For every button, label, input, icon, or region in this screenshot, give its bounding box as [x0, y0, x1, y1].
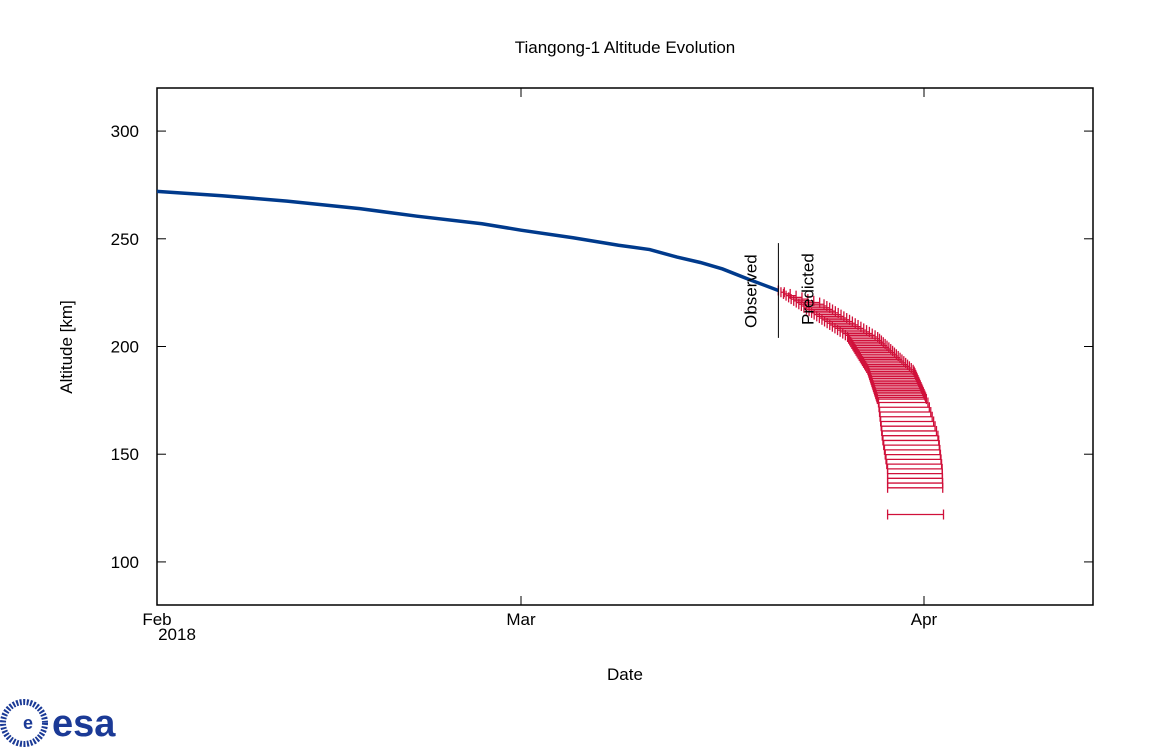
plot-frame: [156, 87, 1094, 606]
svg-text:esa: esa: [52, 703, 116, 745]
predicted-error-bar: [886, 463, 943, 474]
predicted-error-bar: [878, 402, 930, 413]
predicted-error-bar: [881, 425, 938, 436]
x-axis-label: Date: [607, 665, 643, 684]
y-tick-label: 300: [111, 122, 139, 141]
predicted-error-bar: [886, 459, 943, 470]
y-axis-label: Altitude [km]: [57, 300, 76, 394]
predicted-error-bar: [885, 454, 942, 465]
x-tick-label: Mar: [506, 610, 536, 629]
x-tick-label: Apr: [911, 610, 938, 629]
predicted-error-bar: [886, 482, 944, 493]
observed-series-line: [156, 189, 780, 293]
chart-title: Tiangong-1 Altitude Evolution: [515, 38, 736, 57]
predicted-error-bar: [886, 478, 944, 489]
predicted-error-bar: [883, 440, 940, 451]
y-ticks: 100 150 200 250 300: [111, 122, 1093, 572]
predicted-error-bar: [886, 473, 944, 484]
predicted-error-bar: [880, 421, 936, 432]
predicted-error-bar: [882, 435, 940, 446]
observed-label: Observed: [741, 254, 760, 328]
svg-text:e: e: [23, 713, 33, 733]
predicted-error-bar: [886, 468, 943, 479]
predicted-error-bar: [879, 416, 935, 427]
predicted-error-bar: [884, 449, 942, 460]
y-tick-label: 150: [111, 445, 139, 464]
predicted-error-bar: [886, 509, 945, 520]
y-tick-label: 250: [111, 230, 139, 249]
y-tick-label: 100: [111, 553, 139, 572]
predicted-error-bar: [879, 411, 933, 422]
esa-logo: e esa: [0, 699, 116, 747]
predicted-series: [777, 285, 945, 520]
x-tick-label: Feb: [142, 610, 171, 629]
y-tick-label: 200: [111, 338, 139, 357]
predicted-label: Predicted: [798, 253, 817, 325]
predicted-error-bar: [883, 444, 941, 455]
x-tick-sublabel: 2018: [158, 625, 196, 644]
predicted-error-bar: [881, 430, 939, 441]
predicted-error-bar: [878, 406, 932, 417]
